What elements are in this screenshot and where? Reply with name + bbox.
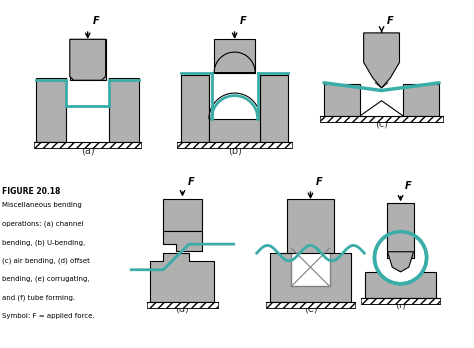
- Text: Symbol: F = applied force.: Symbol: F = applied force.: [2, 313, 95, 319]
- Text: F: F: [188, 176, 194, 187]
- Bar: [265, 302, 356, 308]
- Bar: [181, 75, 209, 142]
- Polygon shape: [387, 252, 413, 272]
- Bar: [387, 203, 413, 258]
- Text: (b): (b): [228, 145, 242, 155]
- Text: F: F: [405, 181, 412, 191]
- Text: F: F: [387, 16, 393, 26]
- Text: (d): (d): [175, 304, 190, 314]
- Text: (a): (a): [81, 145, 94, 155]
- Bar: [177, 142, 292, 148]
- Bar: [66, 78, 109, 142]
- Text: bending, (e) corrugating,: bending, (e) corrugating,: [2, 276, 90, 282]
- Text: (c): (c): [375, 118, 388, 128]
- Bar: [260, 75, 288, 142]
- Bar: [34, 142, 141, 148]
- Text: Miscellaneous bending: Miscellaneous bending: [2, 203, 82, 208]
- Bar: [270, 253, 351, 302]
- Text: (c) air bending, (d) offset: (c) air bending, (d) offset: [2, 258, 90, 264]
- Bar: [361, 298, 439, 304]
- Polygon shape: [214, 52, 255, 73]
- Bar: [320, 116, 443, 122]
- Text: operations: (a) channel: operations: (a) channel: [2, 221, 84, 227]
- Text: F: F: [316, 176, 322, 187]
- Polygon shape: [163, 231, 202, 251]
- Bar: [324, 84, 360, 116]
- Bar: [36, 78, 139, 142]
- Text: FIGURE 20.18: FIGURE 20.18: [2, 187, 61, 196]
- Circle shape: [374, 232, 427, 284]
- Bar: [209, 119, 260, 142]
- Text: (e): (e): [304, 304, 317, 314]
- Polygon shape: [70, 39, 106, 80]
- Text: (f): (f): [395, 299, 406, 309]
- Bar: [214, 39, 255, 73]
- Bar: [365, 272, 436, 298]
- Bar: [146, 302, 219, 308]
- Text: F: F: [93, 16, 100, 26]
- Polygon shape: [364, 33, 400, 88]
- Polygon shape: [151, 253, 214, 302]
- Bar: [403, 84, 439, 116]
- Bar: [287, 199, 334, 253]
- Text: bending, (b) U-bending,: bending, (b) U-bending,: [2, 239, 85, 246]
- Bar: [291, 248, 330, 286]
- Bar: [70, 39, 106, 80]
- Bar: [163, 199, 202, 231]
- Text: and (f) tube forming.: and (f) tube forming.: [2, 294, 75, 301]
- Text: F: F: [240, 16, 246, 26]
